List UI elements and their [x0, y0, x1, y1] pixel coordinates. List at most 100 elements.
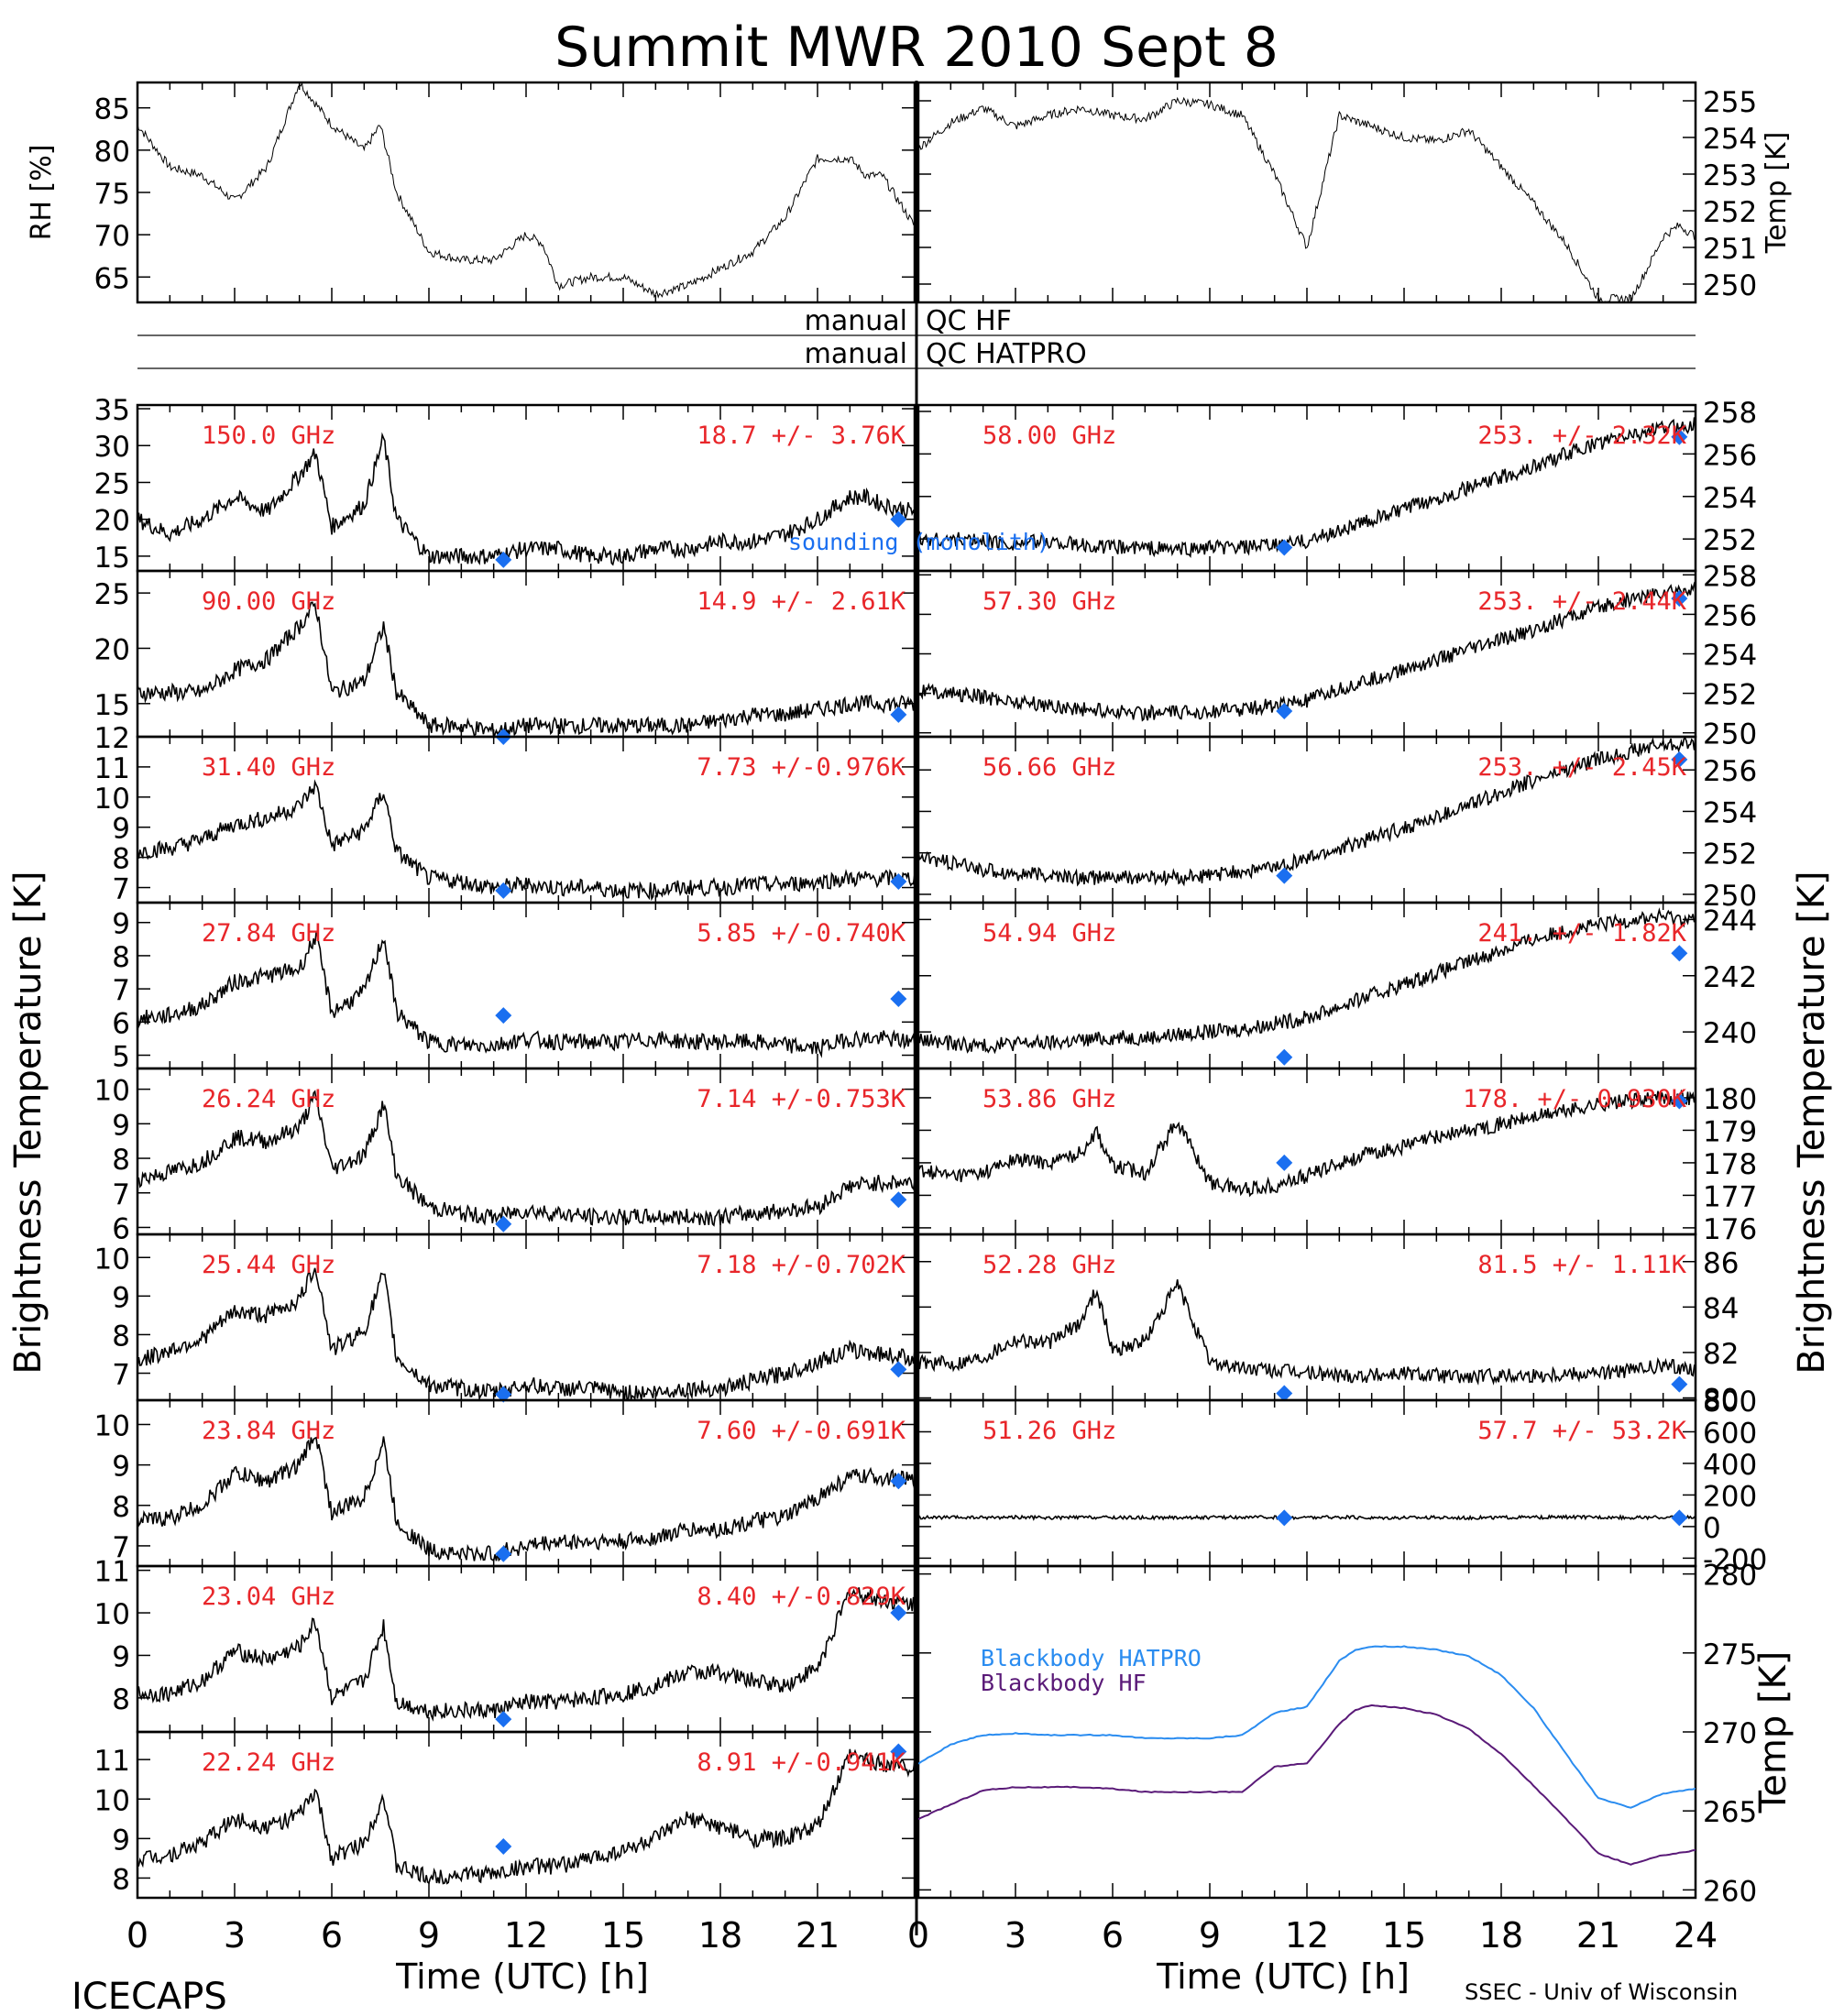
channel-stat-label: 18.7 +/- 3.76K: [697, 422, 906, 450]
channel-stat-label: 178. +/- 0.930K: [1463, 1085, 1687, 1113]
y-tick-label: 254: [1703, 640, 1757, 673]
panel-frame: [916, 1564, 1697, 1900]
series-bb-hf: [918, 1704, 1696, 1866]
channel-stat-label: 7.14 +/-0.753K: [697, 1085, 906, 1113]
y-tick-label: 8: [112, 843, 130, 876]
data-trace: [137, 432, 915, 566]
data-trace: [918, 1089, 1696, 1198]
y-tick-label: 275: [1703, 1638, 1757, 1671]
sounding-marker: [1276, 867, 1293, 884]
y-tick-label: 85: [94, 93, 130, 126]
y-tick-label: 5: [112, 1041, 130, 1074]
y-tick-label: 10: [94, 783, 130, 816]
sounding-marker: [890, 872, 907, 890]
y-tick-label: 8: [112, 1144, 130, 1177]
y-tick-label: 70: [94, 220, 130, 253]
y-tick-label: 80: [94, 136, 130, 169]
y-tick-label: 179: [1703, 1115, 1757, 1148]
panel-23-04-ghz: 8 9 10 11 23.04 GHz 8.40 +/-0.829K: [94, 1556, 916, 1734]
sounding-marker: [890, 1605, 907, 1622]
data-trace: [137, 1267, 915, 1400]
y-tick-label: 15: [94, 689, 130, 722]
channel-frequency-label: 52.28 GHz: [982, 1251, 1116, 1279]
channel-frequency-label: 31.40 GHz: [202, 753, 335, 782]
footer-left: ICECAPS: [71, 1976, 227, 2016]
channel-stat-label: 8.91 +/-0.941K: [697, 1748, 906, 1777]
channel-stat-label: 8.40 +/-0.829K: [697, 1583, 906, 1611]
panel-rh: 65 70 75 80 85 RH [%]: [26, 81, 916, 304]
x-tick-label-left: 6: [321, 1915, 343, 1956]
panel-bb: 260 265 270 275 280 Temp [K]: [916, 1560, 1795, 1908]
y-tick-label: 9: [112, 1824, 130, 1857]
sounding-legend: sounding (monolith): [788, 529, 1050, 555]
x-tick-label-left: 21: [796, 1915, 840, 1956]
x-tick-label-right: 9: [1199, 1915, 1221, 1956]
sounding-marker: [1671, 751, 1688, 768]
y-tick-label: 176: [1703, 1213, 1757, 1246]
plot-area: [918, 1514, 1696, 1521]
y-tick-label: 35: [94, 394, 130, 427]
series-bb-hatpro: [918, 1645, 1696, 1809]
sounding-marker: [890, 1743, 907, 1760]
plot-area: [137, 1267, 915, 1400]
sounding-marker: [1671, 1509, 1688, 1527]
channel-frequency-label: 54.94 GHz: [982, 919, 1116, 948]
sounding-marker: [890, 990, 907, 1007]
channel-stat-label: 253. +/- 2.44K: [1477, 587, 1686, 616]
y-tick-label: 244: [1703, 904, 1757, 937]
sounding-marker: [1276, 1509, 1293, 1527]
x-tick-label-left: 18: [698, 1915, 742, 1956]
y-tick-label: 7: [112, 1531, 130, 1564]
y-tick-label: 6: [112, 1007, 130, 1040]
y-tick-label: 240: [1703, 1017, 1757, 1050]
data-trace: [137, 1090, 915, 1227]
plot-area: [918, 737, 1696, 887]
channel-stat-label: 7.60 +/-0.691K: [697, 1417, 906, 1445]
y-tick-label: 250: [1703, 269, 1757, 302]
channel-frequency-label: 57.30 GHz: [982, 587, 1116, 616]
data-trace: [918, 737, 1696, 887]
channel-frequency-label: 51.26 GHz: [982, 1417, 1116, 1445]
channel-frequency-label: 56.66 GHz: [982, 753, 1116, 782]
x-axis-label-left: Time (UTC) [h]: [395, 1956, 649, 1997]
y-axis-label: RH [%]: [26, 145, 58, 241]
x-tick-label-right: 15: [1382, 1915, 1426, 1956]
y-tick-label: -200: [1703, 1543, 1767, 1576]
channel-frequency-label: 53.86 GHz: [982, 1085, 1116, 1113]
data-trace: [918, 907, 1696, 1055]
channel-frequency-label: 23.84 GHz: [202, 1417, 335, 1445]
sounding-marker: [1671, 945, 1688, 962]
y-tick-label: 80: [1703, 1384, 1739, 1417]
channel-stat-label: 7.18 +/-0.702K: [697, 1251, 906, 1279]
x-axis-label-right: Time (UTC) [h]: [1156, 1956, 1410, 1997]
data-trace: [137, 601, 915, 737]
y-tick-label: 256: [1703, 755, 1757, 788]
channel-stat-label: 57.7 +/- 53.2K: [1477, 1417, 1686, 1445]
panel-23-84-ghz: 7 8 9 10 23.84 GHz 7.60 +/-0.691K: [94, 1398, 916, 1568]
y-tick-label: 10: [94, 1075, 130, 1108]
y-tick-label: 8: [112, 1863, 130, 1896]
panel-frame: [136, 81, 916, 304]
qc-hatpro-right-label: QC HATPRO: [926, 338, 1087, 370]
channel-frequency-label: 22.24 GHz: [202, 1748, 335, 1777]
y-tick-label: 8: [112, 1320, 130, 1353]
sounding-marker: [1276, 1048, 1293, 1066]
y-tick-label: 7: [112, 873, 130, 906]
y-tick-label: 9: [112, 1281, 130, 1314]
y-tick-label: 280: [1703, 1560, 1757, 1593]
channel-stat-label: 7.73 +/-0.976K: [697, 753, 906, 782]
y-tick-label: 270: [1703, 1717, 1757, 1750]
sounding-marker: [495, 1837, 512, 1855]
channel-frequency-label: 150.0 GHz: [202, 422, 335, 450]
plot-area: [918, 1645, 1696, 1866]
y-tick-label: 252: [1703, 679, 1757, 712]
plot-area: [137, 932, 915, 1058]
sounding-marker: [890, 706, 907, 723]
y-tick-label: 200: [1703, 1480, 1757, 1513]
left-side-label: Brightness Temperature [K]: [7, 871, 49, 1374]
bb-hf-legend: Blackbody HF: [981, 1670, 1147, 1696]
